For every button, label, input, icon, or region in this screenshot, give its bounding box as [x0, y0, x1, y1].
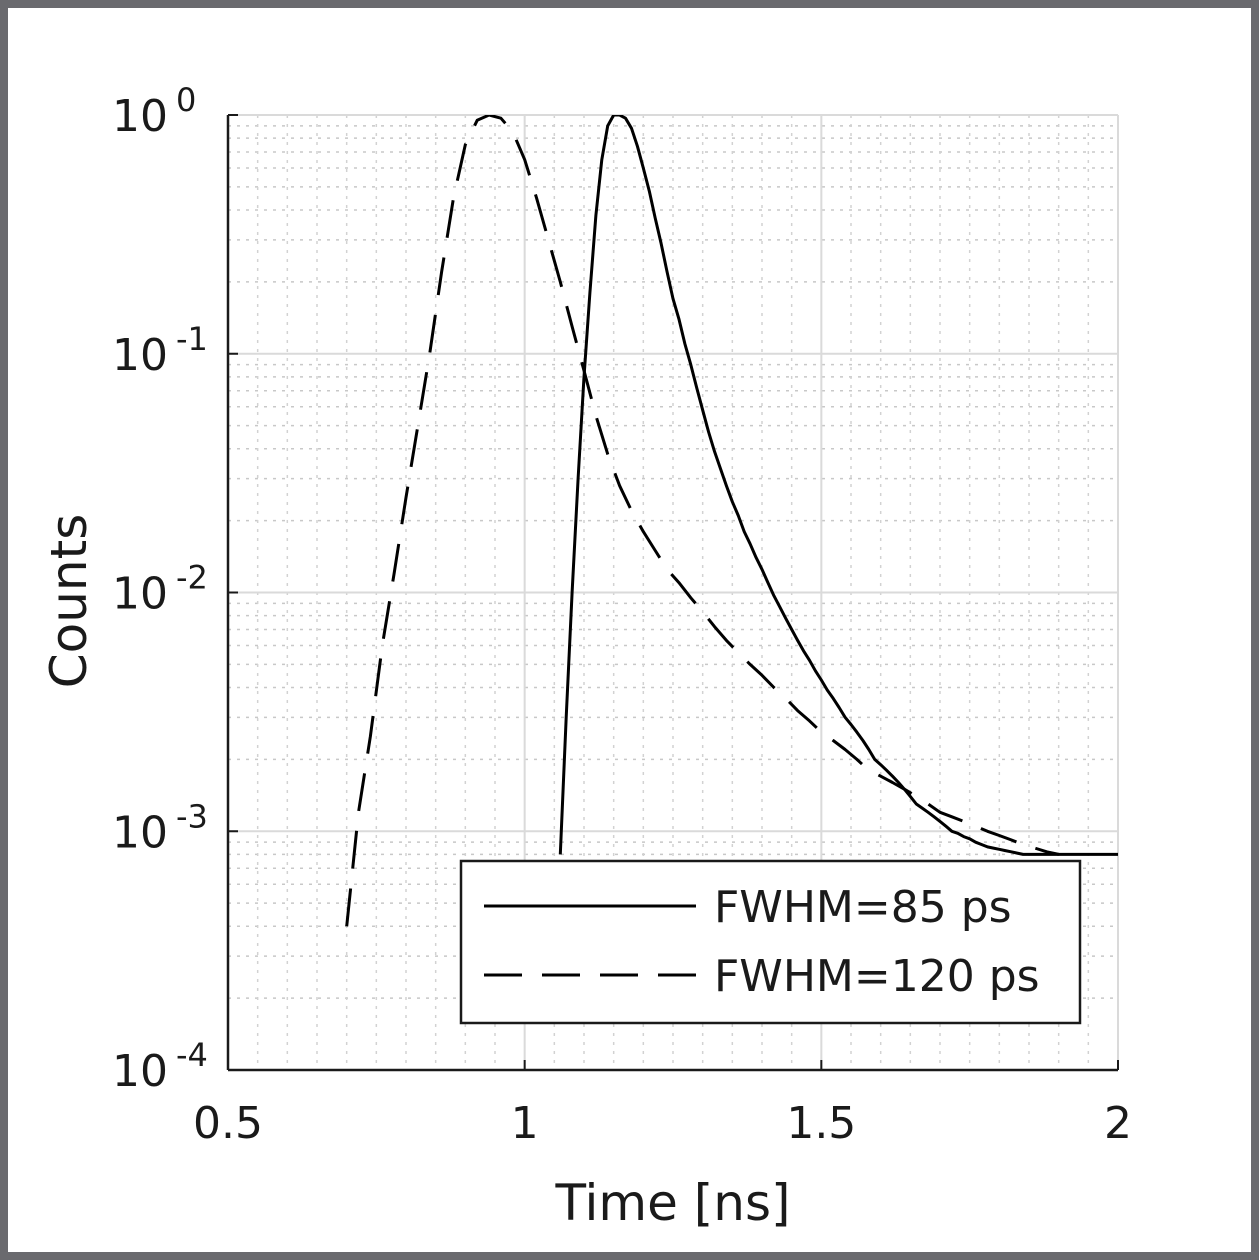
y-axis-label: Counts: [40, 514, 98, 689]
x-tick-label: 2: [1104, 1098, 1132, 1149]
y-tick-label: 10: [112, 807, 168, 858]
y-tick-label: 10: [112, 569, 168, 620]
series-line-2: [345, 115, 1060, 927]
y-tick-label: 10: [112, 91, 168, 142]
series-line-1: [558, 115, 1118, 856]
y-tick-exponent: -2: [176, 559, 208, 597]
x-tick-label: 0.5: [193, 1098, 263, 1149]
y-tick-exponent: -3: [176, 797, 208, 835]
legend-label-fwhm-120: FWHM=120 ps: [714, 951, 1040, 1002]
legend-label-fwhm-85: FWHM=85 ps: [714, 882, 1012, 933]
y-tick-exponent: 0: [176, 81, 196, 119]
y-tick-label: 10: [112, 1046, 168, 1097]
y-tick-label: 10: [112, 330, 168, 381]
y-tick-exponent: -4: [176, 1036, 208, 1074]
x-tick-label: 1: [511, 1098, 539, 1149]
axes: [226, 114, 1119, 1072]
legend-box: [459, 859, 1082, 1025]
x-tick-label: 1.5: [786, 1098, 856, 1149]
x-axis-label: Time [ns]: [554, 1174, 790, 1232]
series-layer: [345, 115, 1118, 927]
y-tick-exponent: -1: [176, 320, 208, 358]
legend: FWHM=85 ps FWHM=120 ps: [459, 859, 1082, 1025]
